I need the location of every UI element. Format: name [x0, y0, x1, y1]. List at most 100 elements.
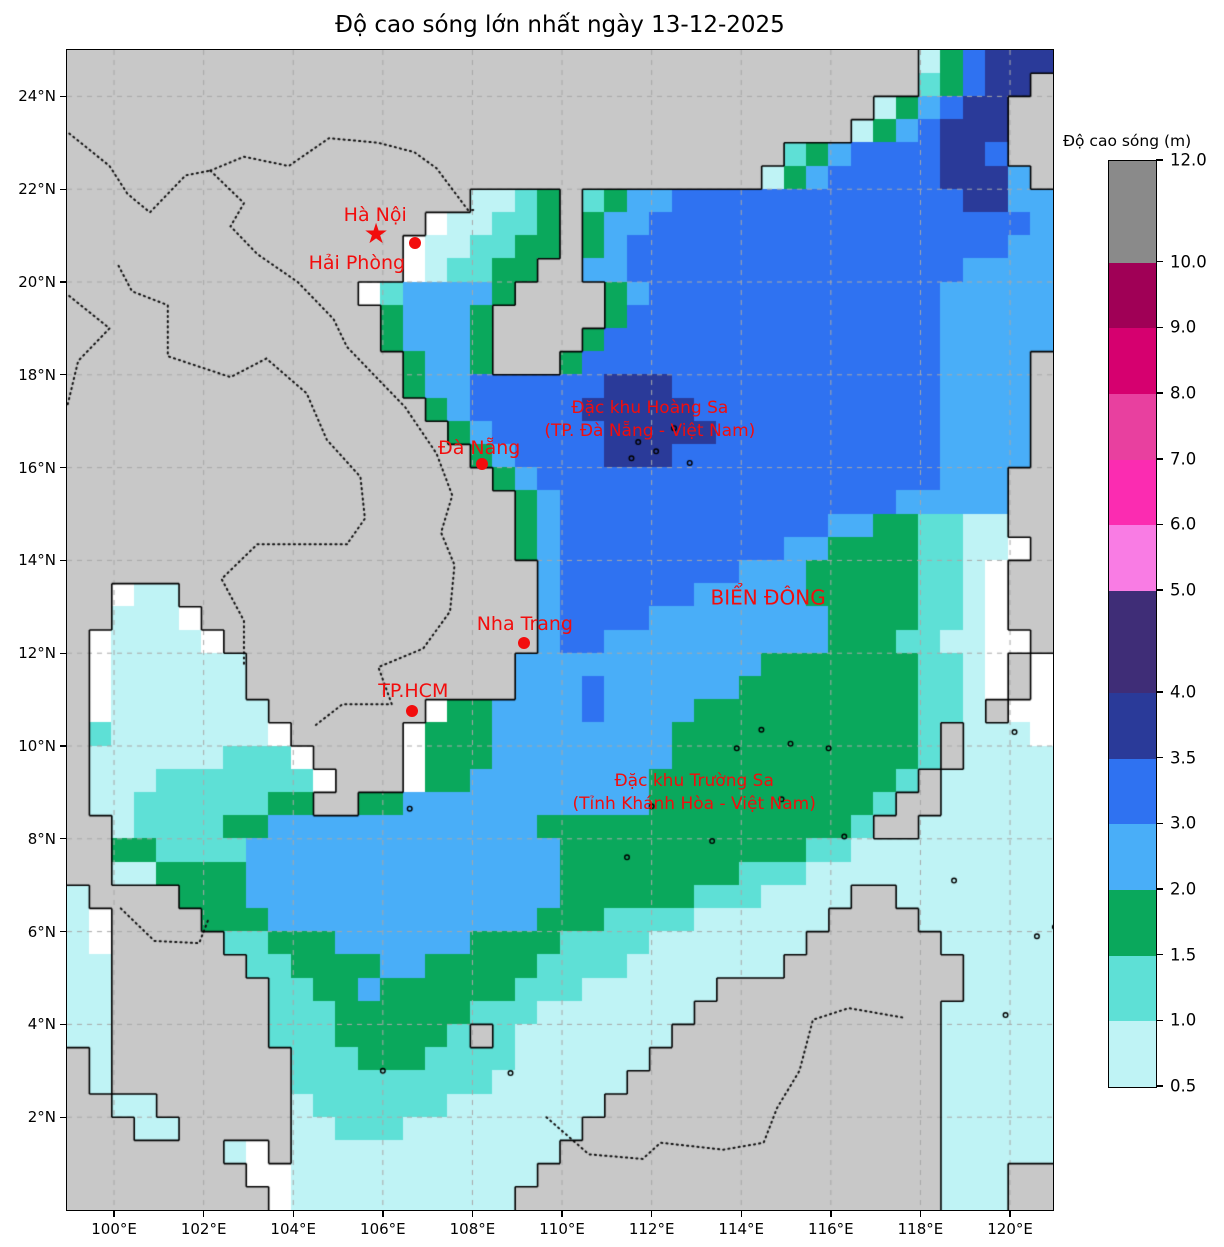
y-tick-label: 6°N: [27, 922, 56, 941]
city-label-ha-noi: Hà Nội: [343, 203, 407, 226]
annotation-line: Đặc khu Hoàng Sa: [571, 398, 729, 419]
city-label-tp-hcm: TP.HCM: [378, 680, 449, 703]
colorbar-tick: [1156, 822, 1163, 824]
colorbar-tick: [1156, 159, 1163, 161]
colorbar-tick: [1156, 691, 1163, 693]
y-tick-mark: [60, 930, 66, 933]
y-tick-mark: [60, 95, 66, 98]
x-tick-label: 106°E: [360, 1220, 406, 1238]
colorbar-tick-label: 12.0: [1170, 150, 1207, 170]
y-tick-mark: [60, 188, 66, 190]
city-marker-dot-hai-phong: [409, 236, 422, 249]
y-tick-label: 10°N: [18, 737, 56, 755]
colorbar-segment-6.0-7.0: [1109, 459, 1156, 526]
colorbar-segment-4.0-5.0: [1109, 591, 1156, 694]
x-tick-mark: [382, 1211, 384, 1217]
annotation-hoang-sa: Đặc khu Hoàng Sa (TP. Đà Nẵng - Việt Nam): [544, 397, 755, 443]
colorbar-tick-label: 1.0: [1170, 1010, 1197, 1030]
x-tick-label: 110°E: [539, 1220, 585, 1238]
annotation-bien-dong: BIỂN ĐÔNG: [710, 586, 825, 609]
colorbar-segment-0.5-1.0: [1109, 1021, 1156, 1088]
x-tick-mark: [202, 1211, 205, 1217]
y-tick-label: 4°N: [27, 1015, 56, 1034]
colorbar-segment-1.0-1.5: [1109, 955, 1156, 1022]
x-tick-mark: [471, 1211, 474, 1217]
y-tick-mark: [60, 1116, 66, 1118]
colorbar-tick: [1156, 326, 1163, 329]
city-label-nha-trang: Nha Trang: [476, 612, 573, 635]
x-tick-label: 116°E: [808, 1220, 854, 1238]
x-tick-mark: [919, 1211, 922, 1217]
x-tick-mark: [561, 1211, 563, 1217]
y-tick-label: 16°N: [18, 458, 56, 477]
colorbar-segment-3.0-3.5: [1109, 758, 1156, 825]
colorbar-segment-5.0-6.0: [1109, 525, 1156, 592]
colorbar-tick: [1156, 458, 1163, 460]
colorbar-tick-label: 7.0: [1170, 449, 1197, 469]
colorbar-tick-label: 6.0: [1170, 514, 1197, 534]
colorbar-title: Độ cao sóng (m): [1063, 132, 1192, 150]
colorbar-tick: [1156, 589, 1163, 591]
colorbar: [1108, 160, 1157, 1088]
colorbar-segment-9.0-10.0: [1109, 262, 1156, 329]
city-label-hai-phong: Hải Phòng: [308, 251, 406, 274]
colorbar-tick-label: 10.0: [1170, 252, 1207, 272]
x-tick-mark: [740, 1211, 742, 1217]
annotation-truong-sa: Đặc khu Trường Sa (Tỉnh Khánh Hòa - Việt …: [573, 770, 816, 816]
colorbar-tick: [1156, 953, 1163, 956]
colorbar-segment-7.0-8.0: [1109, 394, 1156, 461]
map-canvas: [67, 50, 1053, 1210]
colorbar-tick: [1156, 1019, 1163, 1022]
x-tick-mark: [830, 1211, 832, 1217]
city-label-da-nang: Đà Nẵng: [437, 437, 521, 460]
colorbar-tick-label: 2.0: [1170, 879, 1197, 899]
x-tick-label: 102°E: [180, 1220, 227, 1238]
y-tick-mark: [60, 374, 66, 376]
colorbar-segment-2.0-3.0: [1109, 824, 1156, 891]
annotation-line: (TP. Đà Nẵng - Việt Nam): [544, 421, 756, 442]
colorbar-tick: [1156, 392, 1163, 394]
colorbar-segment-8.0-9.0: [1109, 328, 1156, 395]
y-tick-label: 20°N: [18, 273, 56, 291]
x-tick-label: 120°E: [987, 1220, 1033, 1238]
x-tick-mark: [292, 1211, 294, 1217]
y-tick-mark: [60, 652, 66, 654]
colorbar-tick-label: 9.0: [1170, 317, 1197, 337]
colorbar-tick: [1156, 1085, 1163, 1087]
city-marker-dot-tp-hcm: [405, 704, 418, 717]
y-tick-mark: [60, 838, 66, 840]
colorbar-segment-1.5-2.0: [1109, 889, 1156, 957]
colorbar-tick-label: 1.5: [1170, 945, 1197, 965]
y-tick-mark: [60, 559, 66, 562]
colorbar-tick-label: 5.0: [1170, 580, 1197, 600]
colorbar-tick-label: 4.0: [1170, 682, 1197, 702]
city-marker-dot-nha-trang: [517, 637, 530, 650]
colorbar-segment-3.5-4.0: [1109, 692, 1156, 760]
annotation-line: (Tỉnh Khánh Hòa - Việt Nam): [572, 793, 816, 814]
y-tick-label: 24°N: [18, 87, 56, 106]
y-tick-label: 14°N: [18, 551, 56, 570]
x-tick-label: 100°E: [91, 1220, 137, 1238]
colorbar-tick-label: 3.0: [1170, 813, 1197, 833]
city-marker-star-ha-noi: ★: [363, 216, 389, 250]
colorbar-tick: [1156, 756, 1163, 759]
annotation-line: BIỂN ĐÔNG: [710, 585, 826, 610]
y-tick-label: 12°N: [18, 644, 56, 663]
colorbar-tick-label: 3.5: [1170, 748, 1197, 768]
y-tick-mark: [60, 466, 66, 469]
y-tick-mark: [60, 745, 66, 747]
colorbar-tick: [1156, 261, 1163, 263]
colorbar-tick-label: 0.5: [1170, 1076, 1197, 1096]
x-tick-mark: [1009, 1211, 1011, 1217]
x-tick-mark: [113, 1211, 115, 1217]
y-tick-label: 18°N: [18, 365, 56, 384]
annotation-line: Đặc khu Trường Sa: [614, 770, 774, 791]
colorbar-tick: [1156, 888, 1163, 890]
colorbar-segment-10.0-12.0: [1109, 161, 1156, 264]
y-tick-label: 2°N: [27, 1108, 56, 1127]
x-tick-label: 118°E: [897, 1220, 944, 1238]
x-tick-label: 112°E: [628, 1220, 675, 1238]
y-tick-mark: [60, 281, 66, 283]
map-title: Độ cao sóng lớn nhất ngày 13-12-2025: [335, 12, 785, 38]
